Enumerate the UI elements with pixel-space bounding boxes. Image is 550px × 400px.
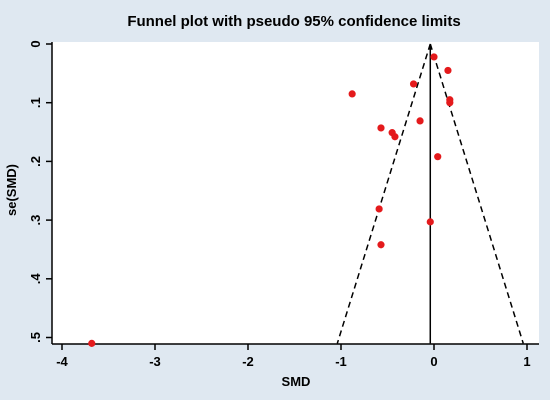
y-axis: 0 .1 .2 .3 .4 .5 <box>28 40 53 344</box>
x-axis-label: SMD <box>282 374 311 389</box>
data-point <box>377 241 385 249</box>
y-tick-label: .4 <box>28 273 43 285</box>
y-tick-label: .2 <box>28 156 43 167</box>
y-tick-label: .1 <box>28 97 43 108</box>
data-point <box>426 218 434 226</box>
x-tick-label: -2 <box>242 354 254 369</box>
x-tick-label: -4 <box>56 354 68 369</box>
data-point <box>391 133 399 141</box>
data-point <box>375 205 383 213</box>
data-points <box>88 53 454 347</box>
data-point <box>348 90 356 98</box>
x-tick-label: 1 <box>523 354 530 369</box>
x-tick-label: 0 <box>430 354 437 369</box>
x-tick-label: -3 <box>149 354 161 369</box>
x-axis: -4 -3 -2 -1 0 1 <box>52 343 539 369</box>
data-point <box>88 339 96 347</box>
x-tick-label: -1 <box>335 354 347 369</box>
data-point <box>409 80 418 88</box>
data-point <box>434 153 442 161</box>
data-point <box>444 66 452 75</box>
data-point <box>430 53 438 61</box>
confidence-funnel <box>336 43 524 344</box>
chart-title: Funnel plot with pseudo 95% confidence l… <box>127 13 460 30</box>
y-axis-label: se(SMD) <box>4 164 19 216</box>
data-point <box>377 124 385 132</box>
y-tick-label: .3 <box>28 215 43 226</box>
data-point <box>446 99 454 107</box>
upper-limit-line <box>429 43 524 344</box>
lower-limit-line <box>336 43 431 344</box>
y-tick-label: 0 <box>28 40 43 47</box>
y-tick-label: .5 <box>28 332 43 343</box>
data-point <box>416 117 424 125</box>
plot-area <box>52 42 539 344</box>
